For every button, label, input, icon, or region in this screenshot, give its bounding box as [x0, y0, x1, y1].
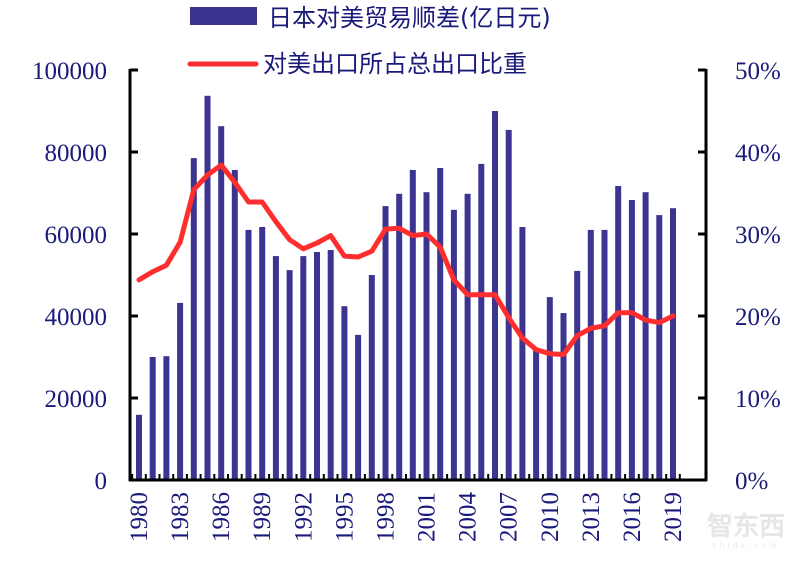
- left-axis-label: 40000: [45, 304, 108, 331]
- x-axis-label: 1995: [331, 492, 358, 542]
- bar: [519, 227, 526, 480]
- bar: [628, 200, 635, 480]
- bar-series: [136, 95, 676, 481]
- x-axis-label: 2004: [455, 492, 482, 543]
- x-axis-label: 1998: [373, 492, 400, 542]
- right-axis-label: 50%: [735, 58, 781, 85]
- bar: [300, 256, 307, 480]
- bar: [368, 275, 375, 480]
- x-axis-label: 1980: [126, 492, 153, 542]
- bar: [601, 229, 608, 480]
- watermark-subtext: zhidx.com: [712, 541, 780, 550]
- bar: [272, 256, 279, 480]
- bar: [355, 334, 362, 480]
- bar: [327, 250, 334, 480]
- bar: [450, 209, 457, 481]
- bar: [286, 270, 293, 480]
- bar: [204, 95, 211, 481]
- bar: [437, 168, 444, 480]
- bar: [341, 306, 348, 480]
- x-axis-label: 1989: [249, 492, 276, 542]
- left-axis-label: 60000: [45, 222, 108, 249]
- bar: [136, 414, 142, 480]
- bar: [396, 193, 403, 481]
- bar: [231, 170, 238, 480]
- bar: [314, 252, 320, 480]
- bar: [574, 270, 581, 480]
- x-axis-label: 2019: [660, 492, 687, 542]
- bar: [382, 206, 389, 480]
- x-axis-label: 2001: [414, 492, 441, 542]
- bar: [149, 357, 156, 480]
- x-axis-label: 1992: [290, 492, 317, 542]
- watermark-text: 智东西: [706, 512, 785, 542]
- bar: [163, 356, 170, 480]
- bar: [245, 229, 252, 480]
- right-axis-label: 30%: [735, 222, 781, 249]
- left-axis-label: 0: [95, 468, 108, 495]
- right-axis-label: 20%: [735, 304, 781, 331]
- bar: [670, 208, 676, 480]
- x-axis-label: 1986: [208, 492, 235, 542]
- legend-line-label: 对美出口所占总出口比重: [263, 50, 527, 78]
- left-axis-label: 100000: [32, 58, 107, 85]
- bar: [409, 170, 416, 480]
- bar: [546, 297, 553, 480]
- x-axis-label: 2007: [496, 492, 523, 542]
- right-axis-label: 40%: [735, 140, 781, 167]
- bar: [259, 227, 266, 480]
- bar: [423, 192, 430, 480]
- x-axis-labels: 1980 1983 1986 1989 1992 1995 1998 2001 2004 2007…: [126, 492, 687, 543]
- x-axis-label: 2013: [578, 492, 605, 542]
- left-axis-label: 80000: [45, 140, 108, 167]
- watermark-logo: 智东西 zhidx.com: [694, 512, 798, 552]
- right-axis-label: 10%: [735, 386, 781, 413]
- axes: [128, 68, 708, 482]
- bar: [478, 163, 485, 480]
- bar: [218, 126, 225, 480]
- bar: [587, 229, 594, 480]
- line-series: [136, 162, 676, 357]
- x-axis-label: 1983: [167, 492, 194, 542]
- right-axis-labels: 0% 10% 20% 30% 40% 50%: [735, 58, 781, 495]
- left-axis-labels: 0 20000 40000 60000 80000 100000: [32, 58, 107, 495]
- bar: [560, 313, 567, 480]
- legend-bar-swatch: [190, 7, 257, 25]
- x-axis-label: 2016: [619, 492, 646, 542]
- right-axis-label: 0%: [735, 468, 768, 495]
- left-axis-label: 20000: [45, 386, 108, 413]
- legend-bar-label: 日本对美贸易顺差(亿日元): [268, 4, 551, 32]
- bar: [190, 158, 197, 480]
- x-axis-label: 2010: [537, 492, 564, 542]
- bar: [656, 215, 663, 480]
- bar: [615, 186, 622, 480]
- bar: [642, 192, 649, 480]
- bar: [177, 302, 184, 480]
- bar: [464, 193, 471, 481]
- bar: [533, 350, 540, 480]
- legend: 日本对美贸易顺差(亿日元) 对美出口所占总出口比重: [187, 4, 551, 78]
- bar: [505, 129, 512, 480]
